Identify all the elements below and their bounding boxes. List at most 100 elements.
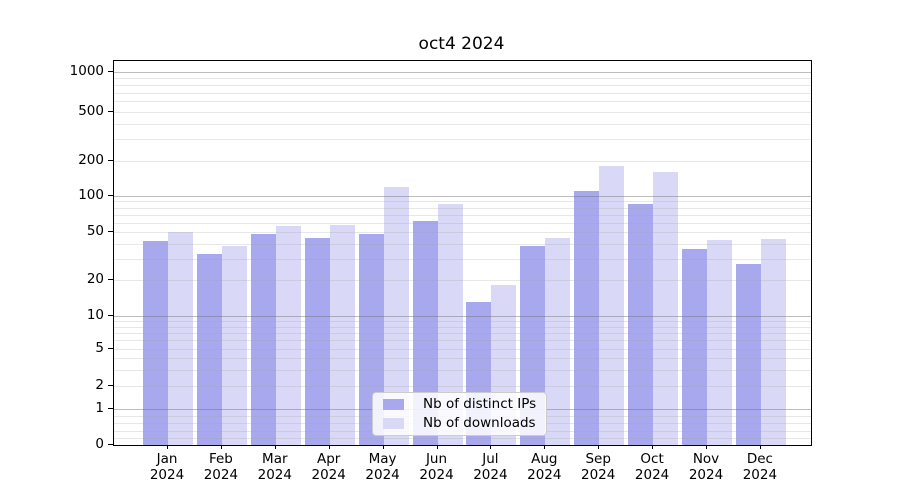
x-axis-tick xyxy=(652,445,654,449)
legend-item-distinct-ips: Nb of distinct IPs xyxy=(383,397,546,412)
bar xyxy=(599,166,625,445)
x-tick-label: Jun 2024 xyxy=(419,451,454,483)
gridline-minor xyxy=(114,243,811,245)
y-axis-tick xyxy=(108,315,113,316)
x-axis-tick xyxy=(328,445,330,449)
bar xyxy=(143,241,168,445)
bar xyxy=(653,172,679,445)
gridline-minor xyxy=(114,78,811,80)
x-axis-tick xyxy=(167,445,168,449)
gridline-minor xyxy=(114,332,811,334)
x-axis-tick xyxy=(598,445,600,449)
y-axis-tick xyxy=(108,348,113,349)
gridline-minor xyxy=(114,369,811,371)
gridline-minor xyxy=(114,161,811,162)
bar xyxy=(707,239,732,445)
chart-title: oct4 2024 xyxy=(418,34,505,54)
y-tick-label: 1 xyxy=(95,400,104,416)
x-tick-label: Mar 2024 xyxy=(257,451,292,483)
x-tick-label: Feb 2024 xyxy=(203,451,239,483)
gridline-minor xyxy=(114,340,811,342)
gridline-minor xyxy=(114,326,811,328)
y-axis-tick xyxy=(108,385,113,386)
legend-swatch-downloads xyxy=(383,418,404,429)
gridline-major xyxy=(114,196,811,197)
bar xyxy=(628,204,654,445)
y-tick-label: 50 xyxy=(86,223,104,239)
bar xyxy=(168,232,193,445)
y-tick-label: 500 xyxy=(78,103,104,119)
gridline-minor xyxy=(114,101,811,103)
y-tick-label: 20 xyxy=(86,271,104,287)
x-tick-label: Jul 2024 xyxy=(473,451,508,483)
y-axis-tick xyxy=(108,408,113,409)
x-tick-label: Apr 2024 xyxy=(311,451,346,483)
gridline-minor xyxy=(114,280,811,281)
gridline-minor xyxy=(114,349,811,350)
y-axis-tick xyxy=(108,111,113,112)
gridline-minor xyxy=(114,258,811,260)
x-axis-tick xyxy=(436,445,438,449)
bar xyxy=(545,237,571,445)
x-axis-tick xyxy=(274,445,276,449)
y-tick-label: 1000 xyxy=(69,63,104,79)
y-axis-tick xyxy=(108,279,113,280)
x-axis-tick xyxy=(382,445,384,449)
gridline-minor xyxy=(114,207,811,209)
gridline-minor xyxy=(114,201,811,203)
legend-swatch-distinct-ips xyxy=(383,399,404,410)
gridline-minor xyxy=(114,358,811,359)
bar xyxy=(304,237,330,445)
y-tick-label: 0 xyxy=(95,436,104,452)
y-axis-tick xyxy=(108,71,113,72)
x-axis-tick xyxy=(759,445,761,449)
y-axis-tick xyxy=(108,195,113,196)
x-tick-label: Oct 2024 xyxy=(634,451,670,483)
bar xyxy=(275,226,301,445)
bar xyxy=(221,246,247,445)
y-tick-label: 5 xyxy=(95,340,104,356)
y-tick-label: 200 xyxy=(78,152,104,168)
legend: Nb of distinct IPs Nb of downloads xyxy=(372,392,547,436)
gridline-minor xyxy=(114,222,811,224)
gridline-minor xyxy=(114,139,811,141)
y-tick-label: 10 xyxy=(86,307,104,323)
bar xyxy=(574,191,600,445)
gridline-minor xyxy=(114,84,811,86)
x-axis-tick xyxy=(220,445,222,449)
x-tick-label: May 2024 xyxy=(365,451,400,483)
x-axis-tick xyxy=(544,445,546,449)
x-tick-label: Jan 2024 xyxy=(149,451,185,483)
gridline-minor xyxy=(114,92,811,94)
gridline-major xyxy=(114,316,811,317)
bar xyxy=(735,264,761,445)
x-axis-tick xyxy=(706,445,707,449)
gridline-minor xyxy=(114,321,811,323)
gridline-minor xyxy=(114,123,811,125)
x-tick-label: Dec 2024 xyxy=(742,451,778,483)
gridline-minor xyxy=(114,112,811,113)
gridline-minor xyxy=(114,214,811,216)
y-axis-tick xyxy=(108,231,113,232)
plot-area xyxy=(113,60,812,446)
y-tick-label: 2 xyxy=(95,377,104,393)
bar xyxy=(196,253,222,445)
y-tick-label: 100 xyxy=(78,187,104,203)
legend-item-downloads: Nb of downloads xyxy=(383,416,546,431)
y-axis-tick xyxy=(108,444,113,445)
bar xyxy=(682,249,707,445)
x-tick-label: Sep 2024 xyxy=(581,451,616,483)
gridline-major xyxy=(114,72,811,73)
bar xyxy=(250,234,276,445)
bar xyxy=(329,225,355,445)
x-tick-label: Aug 2024 xyxy=(527,451,562,483)
gridline-minor xyxy=(114,386,811,387)
y-axis-tick xyxy=(108,160,113,161)
gridline-minor xyxy=(114,232,811,233)
gridline-minor xyxy=(114,437,811,439)
legend-label-downloads: Nb of downloads xyxy=(423,415,536,431)
legend-label-distinct-ips: Nb of distinct IPs xyxy=(423,396,537,412)
bar xyxy=(760,238,786,445)
x-tick-label: Nov 2024 xyxy=(688,451,724,483)
